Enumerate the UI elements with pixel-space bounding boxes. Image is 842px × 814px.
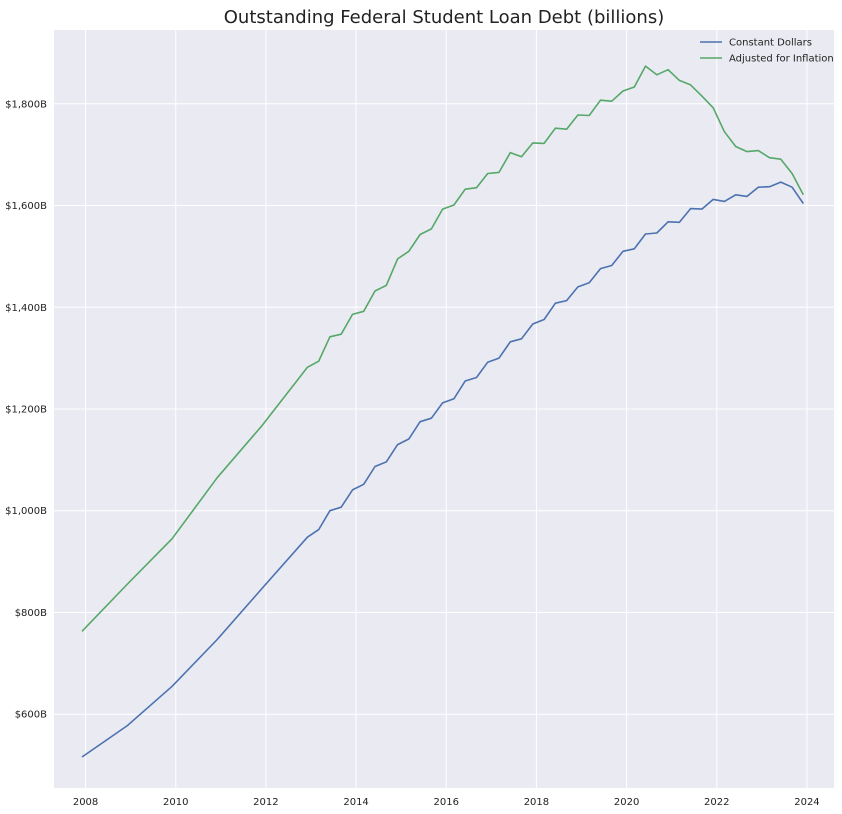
x-tick-label: 2008	[73, 797, 98, 808]
y-tick-label: $600B	[15, 710, 47, 721]
x-tick-label: 2016	[434, 797, 459, 808]
x-tick-label: 2024	[794, 797, 819, 808]
series-line-adjusted-for-inflation	[81, 65, 805, 632]
y-tick-label: $1,600B	[5, 201, 47, 212]
x-tick-label: 2022	[704, 797, 729, 808]
x-axis: 2008 2010 2012 2014 2016 2018 2020 2022 2024	[73, 797, 820, 808]
chart-title: Outstanding Federal Student Loan Debt (b…	[224, 7, 664, 28]
legend-label: Adjusted for Inflation	[729, 54, 834, 65]
y-axis: $600B $800B $1,000B $1,200B $1,400B $1,600B $1…	[5, 99, 47, 720]
grid	[54, 30, 834, 788]
y-tick-label: $1,000B	[5, 506, 47, 517]
x-tick-label: 2020	[614, 797, 639, 808]
series-line-constant-dollars	[81, 181, 804, 758]
x-tick-label: 2012	[253, 797, 278, 808]
x-tick-label: 2014	[343, 797, 368, 808]
legend: Constant Dollars Adjusted for Inflation	[700, 38, 834, 65]
y-tick-label: $800B	[15, 608, 47, 619]
y-tick-label: $1,400B	[5, 303, 47, 314]
y-tick-label: $1,800B	[5, 99, 47, 110]
y-tick-label: $1,200B	[5, 405, 47, 416]
legend-label: Constant Dollars	[729, 38, 812, 49]
series-layer	[81, 65, 805, 758]
x-tick-label: 2010	[163, 797, 188, 808]
x-tick-label: 2018	[524, 797, 549, 808]
